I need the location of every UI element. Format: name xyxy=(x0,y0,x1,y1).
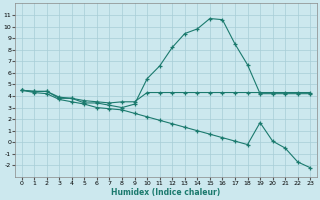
X-axis label: Humidex (Indice chaleur): Humidex (Indice chaleur) xyxy=(111,188,220,197)
